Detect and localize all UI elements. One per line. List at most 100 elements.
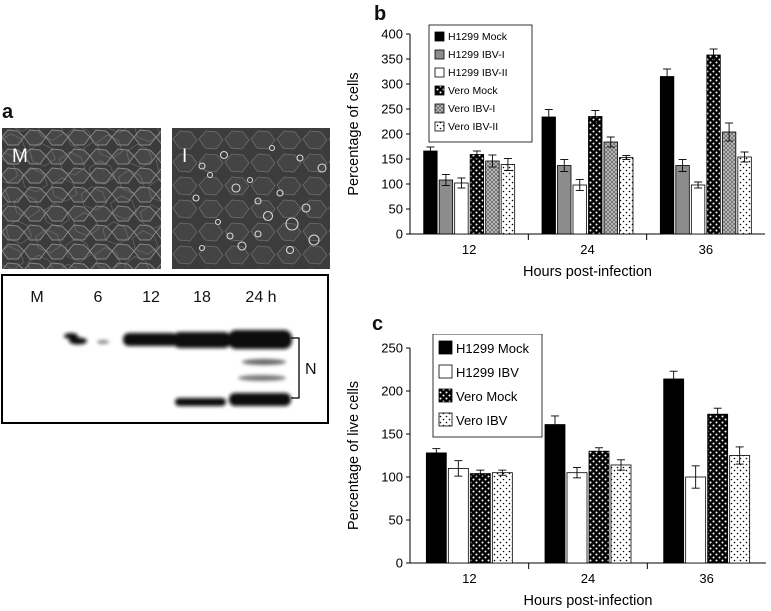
panel-c-letter: c: [372, 313, 384, 335]
bar: [610, 464, 632, 564]
bar: [469, 473, 491, 564]
legend-label: Vero IBV-I: [448, 103, 495, 115]
x-axis-label: Hours post-infection: [524, 593, 653, 609]
bar: [447, 467, 469, 564]
legend-swatch: [434, 103, 445, 114]
chart-c: 0 50 100 150 200 250 12 24 36 Percentage of live …: [340, 334, 771, 611]
x-tick-label: 12: [462, 242, 476, 257]
panel-b-letter: b: [374, 3, 387, 25]
x-tick-label: 12: [462, 571, 476, 586]
legend-swatch: [438, 364, 453, 379]
panel-a-letter: a: [2, 101, 14, 123]
bar: [557, 165, 572, 235]
chart-b: 0 50 100 150 200 250 300 350 400 12 24 36 Percentage…: [340, 22, 771, 287]
bar: [619, 157, 634, 235]
blot-lane-label: 12: [142, 289, 160, 306]
blot-band: [228, 330, 292, 349]
legend-box: [428, 24, 533, 143]
x-tick-label: 24: [581, 571, 595, 586]
micrograph-mock-label: M: [12, 146, 28, 167]
y-tick-label: 0: [396, 556, 403, 571]
bar: [707, 413, 729, 564]
legend-swatch: [434, 31, 445, 42]
legend-swatch: [434, 67, 445, 78]
y-axis-label: Percentage of live cells: [346, 381, 362, 530]
legend-label: H1299 Mock: [448, 31, 508, 43]
legend-swatch: [438, 340, 453, 355]
legend: H1299 Mock H1299 IBV Vero Mock Vero IBV: [432, 334, 543, 438]
bar: [706, 54, 721, 235]
y-tick-label: 200: [381, 384, 403, 399]
y-tick-label: 150: [381, 427, 403, 442]
bar: [690, 184, 706, 235]
legend-swatch: [438, 412, 453, 427]
y-tick-label: 400: [381, 27, 403, 42]
bar: [454, 182, 469, 235]
bar: [603, 141, 618, 235]
y-tick-label: 100: [381, 470, 403, 485]
x-tick-label: 24: [580, 242, 594, 257]
bar: [685, 476, 707, 564]
y-axis-label: Percentage of cells: [346, 72, 362, 195]
chart-b-svg: 0 50 100 150 200 250 300 350 400 12 24 36 Percentage…: [346, 24, 765, 280]
blot-band: [64, 333, 78, 339]
blot-lane-label: 24 h: [245, 289, 277, 306]
bar: [500, 164, 516, 235]
blot-lane-label: 18: [193, 289, 211, 306]
y-tick-label: 250: [381, 341, 403, 356]
y-tick-label: 0: [396, 227, 403, 242]
bar: [423, 150, 438, 235]
y-tick-label: 250: [381, 102, 403, 117]
micrograph-infected: I: [172, 128, 330, 269]
blot-band: [69, 337, 87, 345]
micrograph-mock-texture: [2, 128, 161, 269]
blot-lane-label: M: [30, 289, 44, 306]
chart-c-svg: 0 50 100 150 200 250 12 24 36 Percentage of live …: [346, 334, 766, 609]
legend-label: Vero Mock: [456, 389, 518, 404]
y-tick-label: 50: [389, 513, 403, 528]
bar: [572, 184, 587, 235]
y-tick-label: 150: [381, 152, 403, 167]
blot-band: [97, 340, 109, 344]
blot-band: [173, 332, 231, 348]
bar: [675, 165, 690, 235]
blot-lane-label: 6: [93, 289, 103, 306]
legend-label: Vero Mock: [448, 85, 498, 97]
blot-band: [229, 393, 291, 406]
y-tick-label: 200: [381, 127, 403, 142]
bar: [491, 472, 513, 564]
bar: [438, 179, 454, 235]
legend-label: H1299 IBV-II: [448, 67, 508, 79]
legend-swatch: [434, 85, 445, 96]
bar: [659, 76, 675, 235]
y-tick-label: 300: [381, 77, 403, 92]
blot-band: [242, 359, 286, 365]
bar: [729, 455, 751, 564]
legend-label: H1299 Mock: [456, 341, 529, 356]
bar: [588, 450, 610, 564]
legend-swatch: [438, 388, 453, 403]
bar: [721, 131, 737, 235]
bar: [485, 160, 500, 235]
blot-band: [123, 333, 178, 346]
bar: [566, 472, 588, 564]
x-tick-label: 36: [699, 242, 713, 257]
n-protein-label: N: [305, 361, 317, 378]
micrograph-infected-texture: [172, 128, 330, 269]
blot-band: [238, 375, 286, 381]
y-tick-label: 50: [389, 202, 403, 217]
bar: [663, 378, 685, 564]
y-tick-label: 350: [381, 52, 403, 67]
legend-swatch: [434, 49, 445, 60]
blot-band: [175, 398, 226, 406]
legend-label: Vero IBV: [456, 413, 508, 428]
blot-bands: [64, 330, 300, 406]
bar: [541, 116, 556, 235]
legend-swatch: [434, 121, 445, 132]
legend-label: H1299 IBV: [456, 365, 519, 380]
western-blot-panel: M 6 12 18 24 h N: [1, 274, 329, 424]
micrograph-infected-label: I: [182, 146, 188, 167]
bar: [469, 154, 485, 235]
bar: [544, 424, 566, 564]
n-band-bracket: [291, 337, 300, 399]
